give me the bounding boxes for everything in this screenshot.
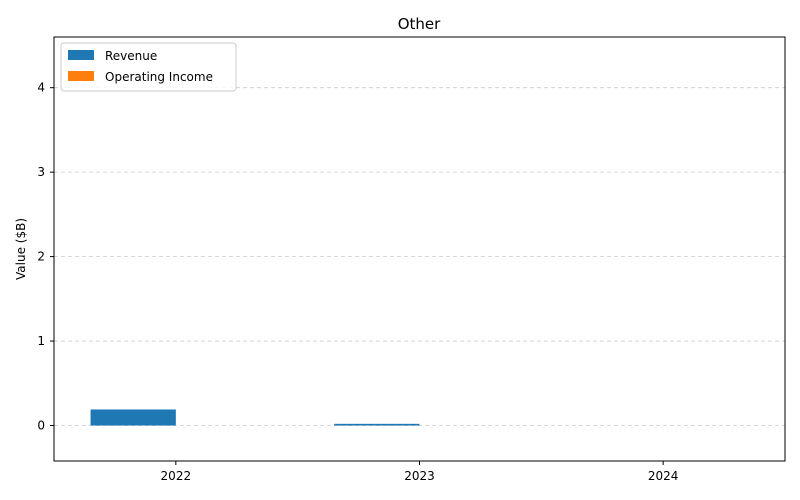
- x-axis-ticks: 2022 2023 2024: [161, 461, 679, 483]
- x-tick-label-2023: 2023: [404, 469, 435, 483]
- y-tick-label: 2: [37, 250, 45, 264]
- legend-swatch-revenue: [68, 50, 94, 60]
- y-tick-label: 3: [37, 165, 45, 179]
- bar-revenue-2023: [334, 423, 420, 426]
- bar-revenue-2022: [90, 409, 176, 426]
- x-tick-label-2024: 2024: [648, 469, 679, 483]
- y-axis-ticks: 0 1 2 3 4: [37, 81, 54, 433]
- legend: Revenue Operating Income: [60, 42, 237, 92]
- y-tick-label: 0: [37, 419, 45, 433]
- legend-label: Revenue: [105, 49, 157, 63]
- plot-frame: [53, 36, 786, 462]
- y-tick-label: 1: [37, 334, 45, 348]
- x-tick-label-2022: 2022: [161, 469, 192, 483]
- gridlines: [54, 87, 785, 426]
- y-tick-label: 4: [37, 81, 45, 95]
- y-axis-label: Value ($B): [14, 218, 28, 280]
- chart-title: Other: [398, 15, 441, 33]
- legend-label: Operating Income: [105, 70, 213, 84]
- bars: [90, 409, 420, 426]
- legend-frame: [60, 42, 237, 92]
- legend-swatch-operating-income: [68, 71, 94, 81]
